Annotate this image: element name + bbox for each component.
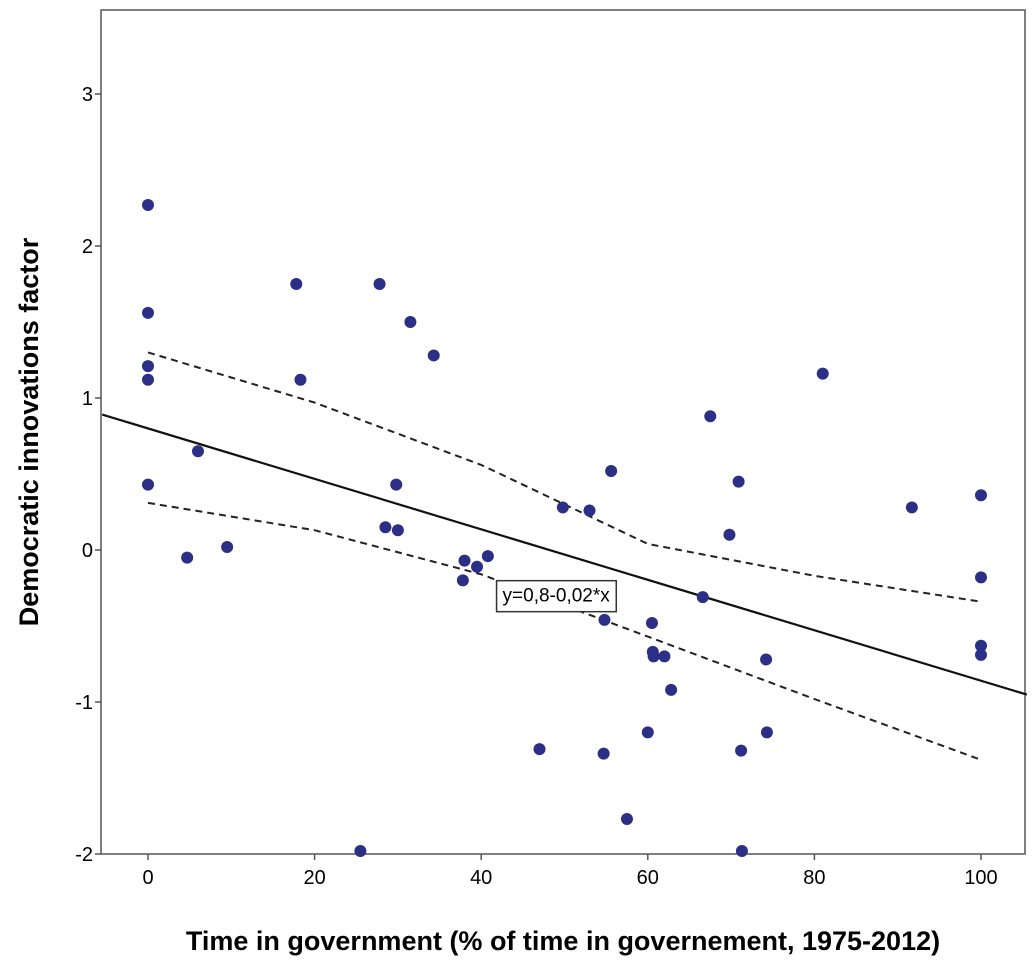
y-tick-label: 0	[82, 540, 93, 562]
data-point	[142, 306, 154, 319]
data-point	[760, 653, 773, 666]
equation-label: y=0,8-0,02*x	[503, 586, 611, 607]
data-point	[760, 726, 773, 739]
x-tick-label: 40	[470, 867, 492, 889]
y-axis-title: Democratic innovations factor	[14, 237, 44, 626]
data-points	[142, 198, 987, 857]
data-point	[735, 844, 748, 857]
data-point	[458, 554, 471, 567]
data-point	[373, 278, 386, 290]
data-point	[290, 278, 303, 290]
data-point	[905, 501, 918, 514]
data-point	[816, 367, 829, 380]
confidence-lower-line	[147, 501, 982, 761]
data-point	[221, 540, 234, 553]
y-tick-label: 2	[82, 236, 93, 258]
data-point	[456, 574, 469, 587]
fit-line	[101, 413, 1028, 696]
data-point	[294, 373, 307, 386]
data-point	[391, 524, 404, 537]
data-point	[471, 560, 484, 573]
data-point	[142, 360, 154, 373]
data-point	[645, 616, 658, 629]
regression-line	[101, 413, 1028, 696]
data-point	[704, 410, 717, 423]
data-point	[354, 844, 367, 857]
x-axis: 0 20 40 60 80 100	[142, 854, 998, 889]
data-point	[556, 501, 569, 514]
data-point	[665, 683, 678, 696]
data-point	[658, 650, 671, 663]
data-point	[379, 521, 392, 534]
x-axis-title: Time in government (% of time in governe…	[186, 926, 940, 956]
data-point	[647, 650, 660, 663]
x-tick-label: 0	[142, 867, 153, 889]
data-point	[427, 349, 440, 362]
y-axis: -2 -1 0 1 2 3	[75, 84, 101, 866]
data-point	[975, 639, 987, 652]
y-tick-label: -2	[75, 844, 93, 866]
data-point	[605, 464, 618, 477]
y-tick-label: 1	[82, 388, 93, 410]
data-point	[533, 743, 546, 756]
data-point	[696, 591, 709, 604]
data-point	[975, 648, 987, 661]
data-point	[975, 489, 987, 502]
data-point	[390, 478, 403, 491]
y-tick-label: 3	[82, 84, 93, 106]
data-point	[181, 551, 194, 564]
data-point	[481, 550, 494, 563]
data-point	[975, 571, 987, 584]
data-point	[723, 528, 736, 541]
equation-annotation: y=0,8-0,02*x	[495, 579, 618, 613]
data-point	[735, 744, 748, 757]
equation-box	[495, 579, 618, 613]
data-point	[598, 613, 611, 626]
data-point	[620, 813, 633, 826]
data-point	[583, 504, 596, 517]
x-tick-label: 20	[303, 867, 325, 889]
data-point	[142, 198, 154, 211]
data-point	[732, 475, 745, 488]
x-tick-label: 80	[803, 867, 825, 889]
data-point	[142, 478, 154, 491]
data-point	[597, 747, 610, 760]
data-point	[191, 445, 204, 458]
plot-frame	[100, 9, 1026, 855]
y-tick-label: -1	[75, 692, 93, 714]
x-tick-label: 100	[964, 867, 997, 889]
data-point	[404, 316, 417, 328]
data-point	[641, 726, 654, 739]
x-tick-label: 60	[637, 867, 659, 889]
data-point	[142, 373, 154, 386]
